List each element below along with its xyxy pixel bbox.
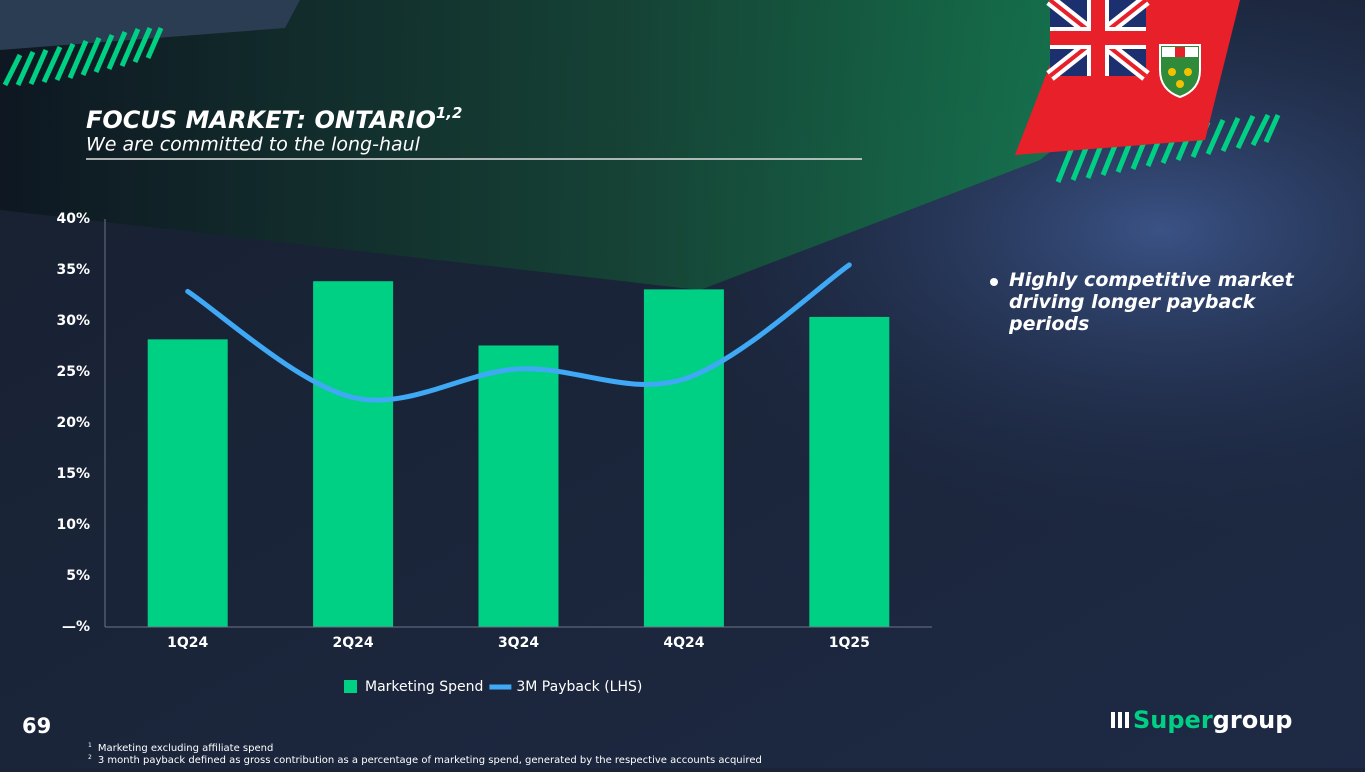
bar bbox=[809, 316, 890, 627]
bullet-box: Highly competitive market driving longer… bbox=[1009, 269, 1294, 335]
y-tick-label: 35% bbox=[56, 262, 90, 278]
footnote-text: 3 month payback defined as gross contrib… bbox=[98, 755, 762, 766]
x-tick-label: 1Q25 bbox=[829, 635, 870, 651]
bullet-text: Highly competitive market driving longer… bbox=[1009, 269, 1294, 335]
logo-text: Supergroup bbox=[1133, 706, 1292, 734]
line bbox=[185, 262, 852, 403]
y-tick-label: 30% bbox=[56, 313, 90, 329]
background-band bbox=[0, 0, 1240, 290]
logo-part: group bbox=[1213, 706, 1293, 734]
y-tick-label: 10% bbox=[56, 517, 90, 533]
bullet-dot bbox=[990, 278, 998, 286]
x-tick-label: 2Q24 bbox=[333, 635, 374, 651]
background-shape bbox=[0, 0, 300, 50]
bar bbox=[147, 339, 228, 627]
bar bbox=[478, 345, 559, 627]
flag bbox=[1015, 0, 1240, 155]
footnote: 2 3 month payback defined as gross contri… bbox=[88, 754, 762, 767]
y-tick-label: 25% bbox=[56, 364, 90, 380]
slide-title-text: FOCUS MARKET: ONTARIO bbox=[86, 106, 436, 134]
bar bbox=[313, 281, 394, 627]
legend-swatch bbox=[344, 680, 357, 693]
slide-subtitle: We are committed to the long-haul bbox=[86, 134, 421, 156]
x-tick-label: 3Q24 bbox=[498, 635, 539, 651]
footnote-mark: 1 bbox=[88, 742, 92, 749]
footnote: 1 Marketing excluding affiliate spend bbox=[88, 742, 273, 755]
y-tick-label: —% bbox=[62, 619, 90, 635]
bar bbox=[643, 289, 724, 627]
x-tick-label: 1Q24 bbox=[167, 635, 208, 651]
page-number: 69 bbox=[22, 714, 51, 738]
x-tick-label: 4Q24 bbox=[663, 635, 704, 651]
y-tick-label: 40% bbox=[56, 211, 90, 227]
y-tick-label: 20% bbox=[56, 415, 90, 431]
logo: Supergroup bbox=[1111, 706, 1292, 734]
footnote-text: Marketing excluding affiliate spend bbox=[98, 743, 273, 754]
footnote-mark: 2 bbox=[88, 754, 92, 761]
legend-label: 3M Payback (LHS) bbox=[516, 679, 642, 695]
legend-label: Marketing Spend bbox=[365, 679, 483, 695]
slide-title-sup: 1,2 bbox=[436, 104, 463, 122]
slide-title: FOCUS MARKET: ONTARIO1,2 bbox=[86, 104, 462, 135]
y-tick-label: 15% bbox=[56, 466, 90, 482]
chart: —% 5% 10% 15% 20% 25% 30% 35% 40% 1Q24 2Q24 3Q24 4Q2… bbox=[56, 211, 932, 695]
y-tick-label: 5% bbox=[66, 568, 90, 584]
logo-part: Super bbox=[1133, 706, 1213, 734]
